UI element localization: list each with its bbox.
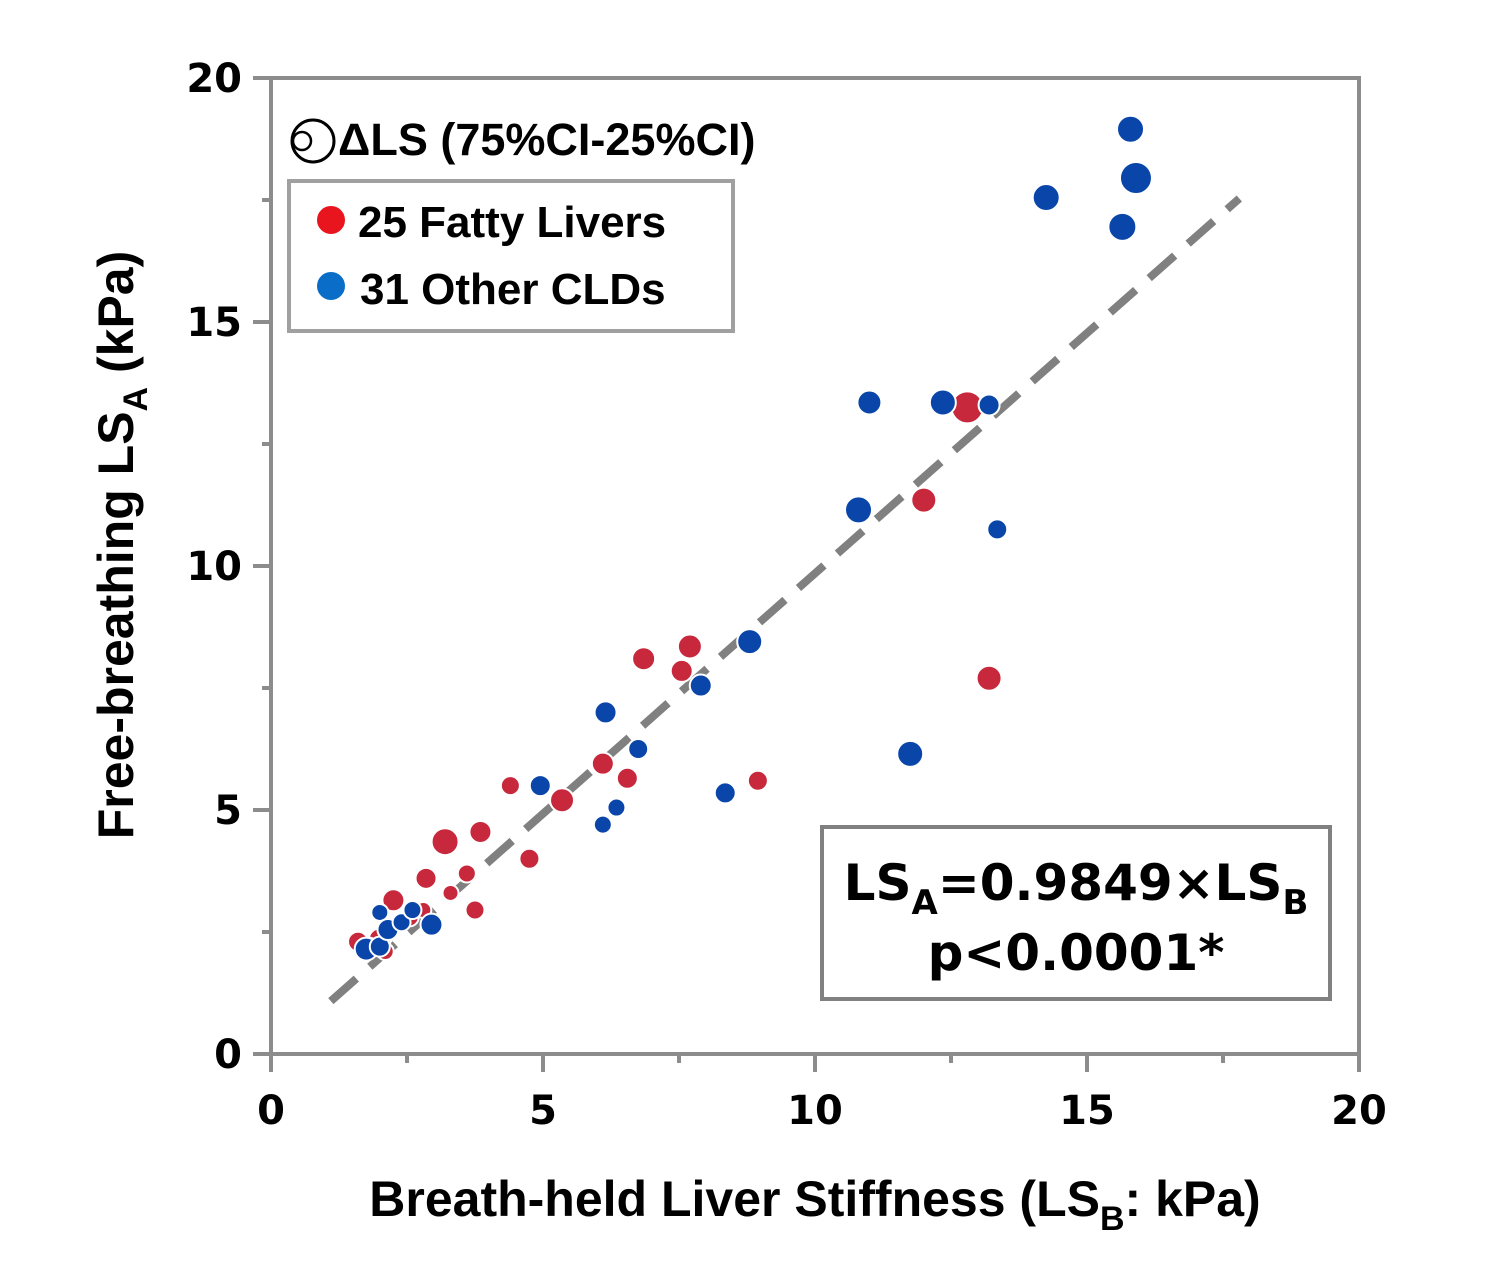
fatty-liver-point [414,866,438,890]
size-legend-outer-circle [290,118,336,164]
other-cld-point [736,628,764,656]
other-cld-point [606,797,627,818]
legend-marker-other-clds [315,270,347,302]
x-tick-label: 15 [1059,1088,1115,1134]
regression-annotation: LSA=0.9849×LSB p<0.0001* [820,825,1332,1001]
fatty-liver-point [464,899,486,921]
legend-marker-fatty-livers [315,204,347,236]
x-axis-title: Breath-held Liver Stiffness (LSB: kPa) [369,1171,1260,1238]
other-cld-point [713,781,737,805]
y-tick-label: 0 [214,1032,242,1078]
other-cld-point [896,739,925,768]
fatty-liver-point [468,819,493,844]
fatty-liver-point [631,646,657,672]
fatty-liver-point [456,863,477,884]
legend-box [287,179,735,333]
x-tick-label: 10 [787,1088,843,1134]
other-cld-point [986,518,1009,541]
x-tick-label: 5 [529,1088,557,1134]
other-cld-point [627,738,650,760]
fatty-liver-point [430,827,460,857]
x-tick-label: 20 [1331,1088,1387,1134]
fatty-liver-point [518,847,541,870]
fatty-liver-point [676,633,703,660]
fatty-liver-point [381,888,406,913]
size-legend-inner-circle [291,130,313,152]
size-legend-label: ΔLS (75%CI-25%CI) [338,114,755,165]
fatty-liver-point [441,883,460,902]
other-cld-point [856,389,883,416]
other-cld-point [593,700,618,725]
other-cld-point [528,774,552,798]
legend-label-fatty-livers: 25 Fatty Livers [358,198,666,247]
y-tick-label: 20 [186,56,242,102]
data-points [347,114,1153,962]
other-cld-point [402,900,423,921]
fatty-liver-point [499,775,521,797]
fatty-liver-point [975,664,1003,692]
regression-line [328,195,1242,1005]
other-cld-point [592,814,613,835]
fatty-liver-point [746,769,769,792]
fatty-liver-point [910,486,938,514]
other-cld-point [1107,211,1138,242]
x-tick-label: 0 [257,1088,285,1134]
fatty-liver-point [549,787,576,814]
other-cld-point [1118,161,1153,196]
y-tick-label: 5 [214,788,242,834]
other-cld-point [928,388,957,417]
legend-label-other-clds: 31 Other CLDs [360,265,666,314]
other-cld-point [419,912,444,937]
y-tick-label: 10 [186,544,242,590]
other-cld-point [370,902,390,922]
other-cld-point [977,393,1001,417]
other-cld-point [844,495,874,525]
series-legend: 25 Fatty Livers 31 Other CLDs [287,179,735,333]
fatty-liver-point [669,658,694,683]
annotation-box [820,825,1332,1001]
y-tick-label: 15 [186,300,242,346]
y-axis-title: Free-breathing LSA (kPa) [88,251,155,840]
other-cld-point [1031,183,1061,213]
axis-ticks [253,76,1361,1072]
size-legend: ΔLS (75%CI-25%CI) [290,114,755,165]
fatty-liver-point [615,766,639,790]
other-cld-point [1116,114,1146,144]
other-cld-point [688,673,713,698]
tick-labels: 0 5 10 15 20 0 5 10 15 20 [186,56,1387,1134]
fatty-liver-point [590,751,615,776]
p-value: p<0.0001* [928,924,1225,982]
regression-equation: LSA=0.9849×LSB [844,854,1309,923]
